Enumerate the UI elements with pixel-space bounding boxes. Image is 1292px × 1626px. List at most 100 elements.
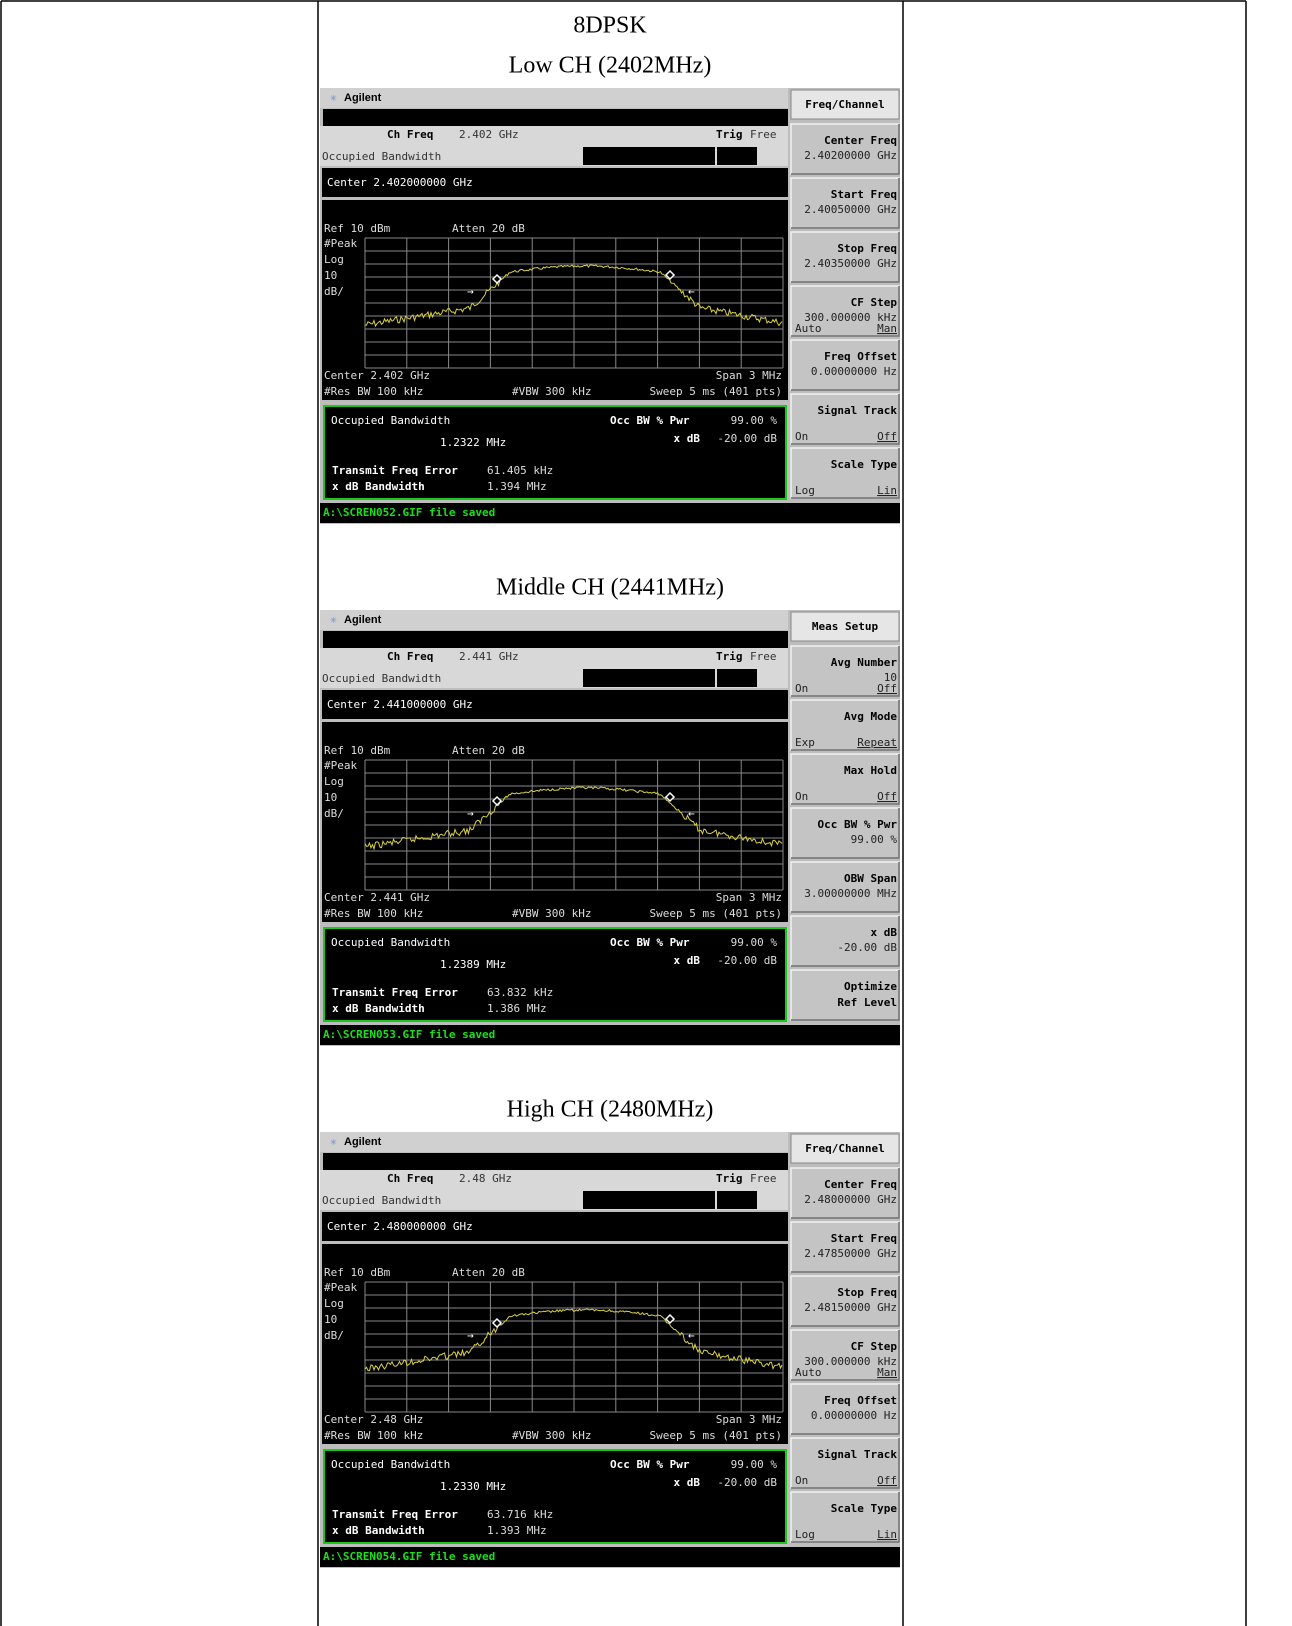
brand: Agilent bbox=[344, 92, 382, 104]
sweep: Sweep 5 ms (401 pts) bbox=[650, 385, 782, 398]
softkey-label: OBW Span bbox=[844, 872, 897, 885]
softkey-option: Log bbox=[795, 1528, 815, 1541]
trig-label: Trig bbox=[716, 650, 743, 663]
ref: Ref 10 dBm bbox=[324, 1266, 391, 1279]
tfe: 61.405 kHz bbox=[487, 464, 553, 477]
softkey-label: Scale Type bbox=[831, 458, 898, 471]
softkey bbox=[790, 699, 900, 751]
status: A:\SCREN052.GIF file saved bbox=[323, 506, 495, 519]
softkey-option: On bbox=[795, 1474, 808, 1487]
marker bbox=[664, 269, 676, 281]
softkey-option: Auto bbox=[795, 1366, 822, 1379]
ch-freq-label: Ch Freq bbox=[387, 650, 433, 663]
agilent-logo: ✳ bbox=[330, 1135, 337, 1148]
res-bw: #Res BW 100 kHz bbox=[324, 907, 423, 920]
table-borders bbox=[0, 0, 1247, 1626]
softkey-label: Occ BW % Pwr bbox=[818, 818, 898, 831]
softkey-option: Off bbox=[877, 1474, 897, 1487]
title-bar bbox=[320, 1132, 788, 1152]
mode: Occupied Bandwidth bbox=[322, 672, 441, 685]
atten: Atten 20 dB bbox=[452, 744, 525, 757]
softkey-option: Lin bbox=[877, 484, 897, 497]
result: 1.2389 MHz bbox=[440, 958, 506, 971]
scale-label: Log bbox=[324, 775, 344, 788]
softkey bbox=[790, 1437, 900, 1489]
scale-label: dB/ bbox=[324, 1329, 344, 1342]
arrow: ← bbox=[688, 807, 695, 820]
atten: Atten 20 dB bbox=[452, 222, 525, 235]
marker bbox=[491, 795, 503, 807]
softkey-label: Stop Freq bbox=[837, 1286, 897, 1299]
menu-title: Meas Setup bbox=[812, 620, 879, 633]
softkey-label: Max Hold bbox=[844, 764, 897, 777]
softkey-shadow bbox=[791, 808, 900, 859]
softkey-value: 2.48150000 GHz bbox=[804, 1301, 897, 1314]
menu-title-box bbox=[790, 611, 900, 642]
softkey-option: Man bbox=[877, 1366, 897, 1379]
scale-label: #Peak bbox=[324, 237, 357, 250]
softkey-value: 3.00000000 MHz bbox=[804, 887, 897, 900]
center-bar bbox=[322, 1212, 788, 1241]
tfe-label: Transmit Freq Error bbox=[332, 1508, 458, 1521]
softkey-option: Lin bbox=[877, 1528, 897, 1541]
scale-label: #Peak bbox=[324, 759, 357, 772]
softkey-option: Repeat bbox=[857, 736, 897, 749]
softkey-value: 2.40200000 GHz bbox=[804, 149, 897, 162]
trace bbox=[364, 786, 783, 851]
trig: Free bbox=[750, 650, 777, 663]
softkey-option: Off bbox=[877, 682, 897, 695]
status-box bbox=[583, 147, 715, 165]
heading: 8DPSK bbox=[573, 13, 647, 39]
xdb-label: x dB bbox=[674, 432, 701, 445]
softkey-label: Avg Number bbox=[831, 656, 898, 669]
occ: 99.00 % bbox=[731, 936, 778, 949]
scale-label: dB/ bbox=[324, 285, 344, 298]
arrow: → bbox=[467, 807, 474, 820]
softkey-label: CF Step bbox=[851, 1340, 898, 1353]
marker bbox=[491, 273, 503, 285]
softkey-shadow bbox=[791, 124, 900, 175]
softkey-shadow bbox=[791, 970, 900, 1021]
softkey-option: On bbox=[795, 682, 808, 695]
status: A:\SCREN053.GIF file saved bbox=[323, 1028, 495, 1041]
softkey-option: On bbox=[795, 790, 808, 803]
span: Span 3 MHz bbox=[716, 891, 782, 904]
title-bar bbox=[320, 610, 788, 630]
center-bar bbox=[322, 690, 788, 719]
ch-freq-label: Ch Freq bbox=[387, 1172, 433, 1185]
status-bar bbox=[320, 1547, 900, 1567]
softkey-option: Auto bbox=[795, 322, 822, 335]
span: Span 3 MHz bbox=[716, 1413, 782, 1426]
brand: Agilent bbox=[344, 614, 382, 626]
xbw-label: x dB Bandwidth bbox=[332, 480, 425, 493]
tfe-label: Transmit Freq Error bbox=[332, 464, 458, 477]
occ: 99.00 % bbox=[731, 414, 778, 427]
softkey-label: Ref Level bbox=[837, 996, 897, 1009]
xbw-label: x dB Bandwidth bbox=[332, 1002, 425, 1015]
softkey-value: 0.00000000 Hz bbox=[811, 365, 897, 378]
occ-label: Occ BW % Pwr bbox=[610, 936, 690, 949]
softkey bbox=[790, 177, 900, 229]
result: 1.2330 MHz bbox=[440, 1480, 506, 1493]
softkey-label: Freq Offset bbox=[824, 1394, 897, 1407]
caption: Low CH (2402MHz) bbox=[509, 53, 712, 79]
menu-title: Freq/Channel bbox=[805, 1142, 884, 1155]
softkey-label: Start Freq bbox=[831, 1232, 897, 1245]
softkey bbox=[790, 1329, 900, 1381]
softkey-shadow bbox=[791, 340, 900, 391]
softkey bbox=[790, 339, 900, 391]
softkey-shadow bbox=[791, 700, 900, 751]
softkey-shadow bbox=[791, 1330, 900, 1381]
softkey-shadow bbox=[791, 862, 900, 913]
softkey-label: CF Step bbox=[851, 296, 898, 309]
scale-label: dB/ bbox=[324, 807, 344, 820]
status-box bbox=[717, 147, 757, 165]
softkey-label: Center Freq bbox=[824, 1178, 897, 1191]
ref: Ref 10 dBm bbox=[324, 222, 391, 235]
xdb-label: x dB bbox=[674, 1476, 701, 1489]
result: 1.2322 MHz bbox=[440, 436, 506, 449]
softkey bbox=[790, 285, 900, 337]
softkey-label: Freq Offset bbox=[824, 350, 897, 363]
result-title: Occupied Bandwidth bbox=[331, 1458, 450, 1471]
